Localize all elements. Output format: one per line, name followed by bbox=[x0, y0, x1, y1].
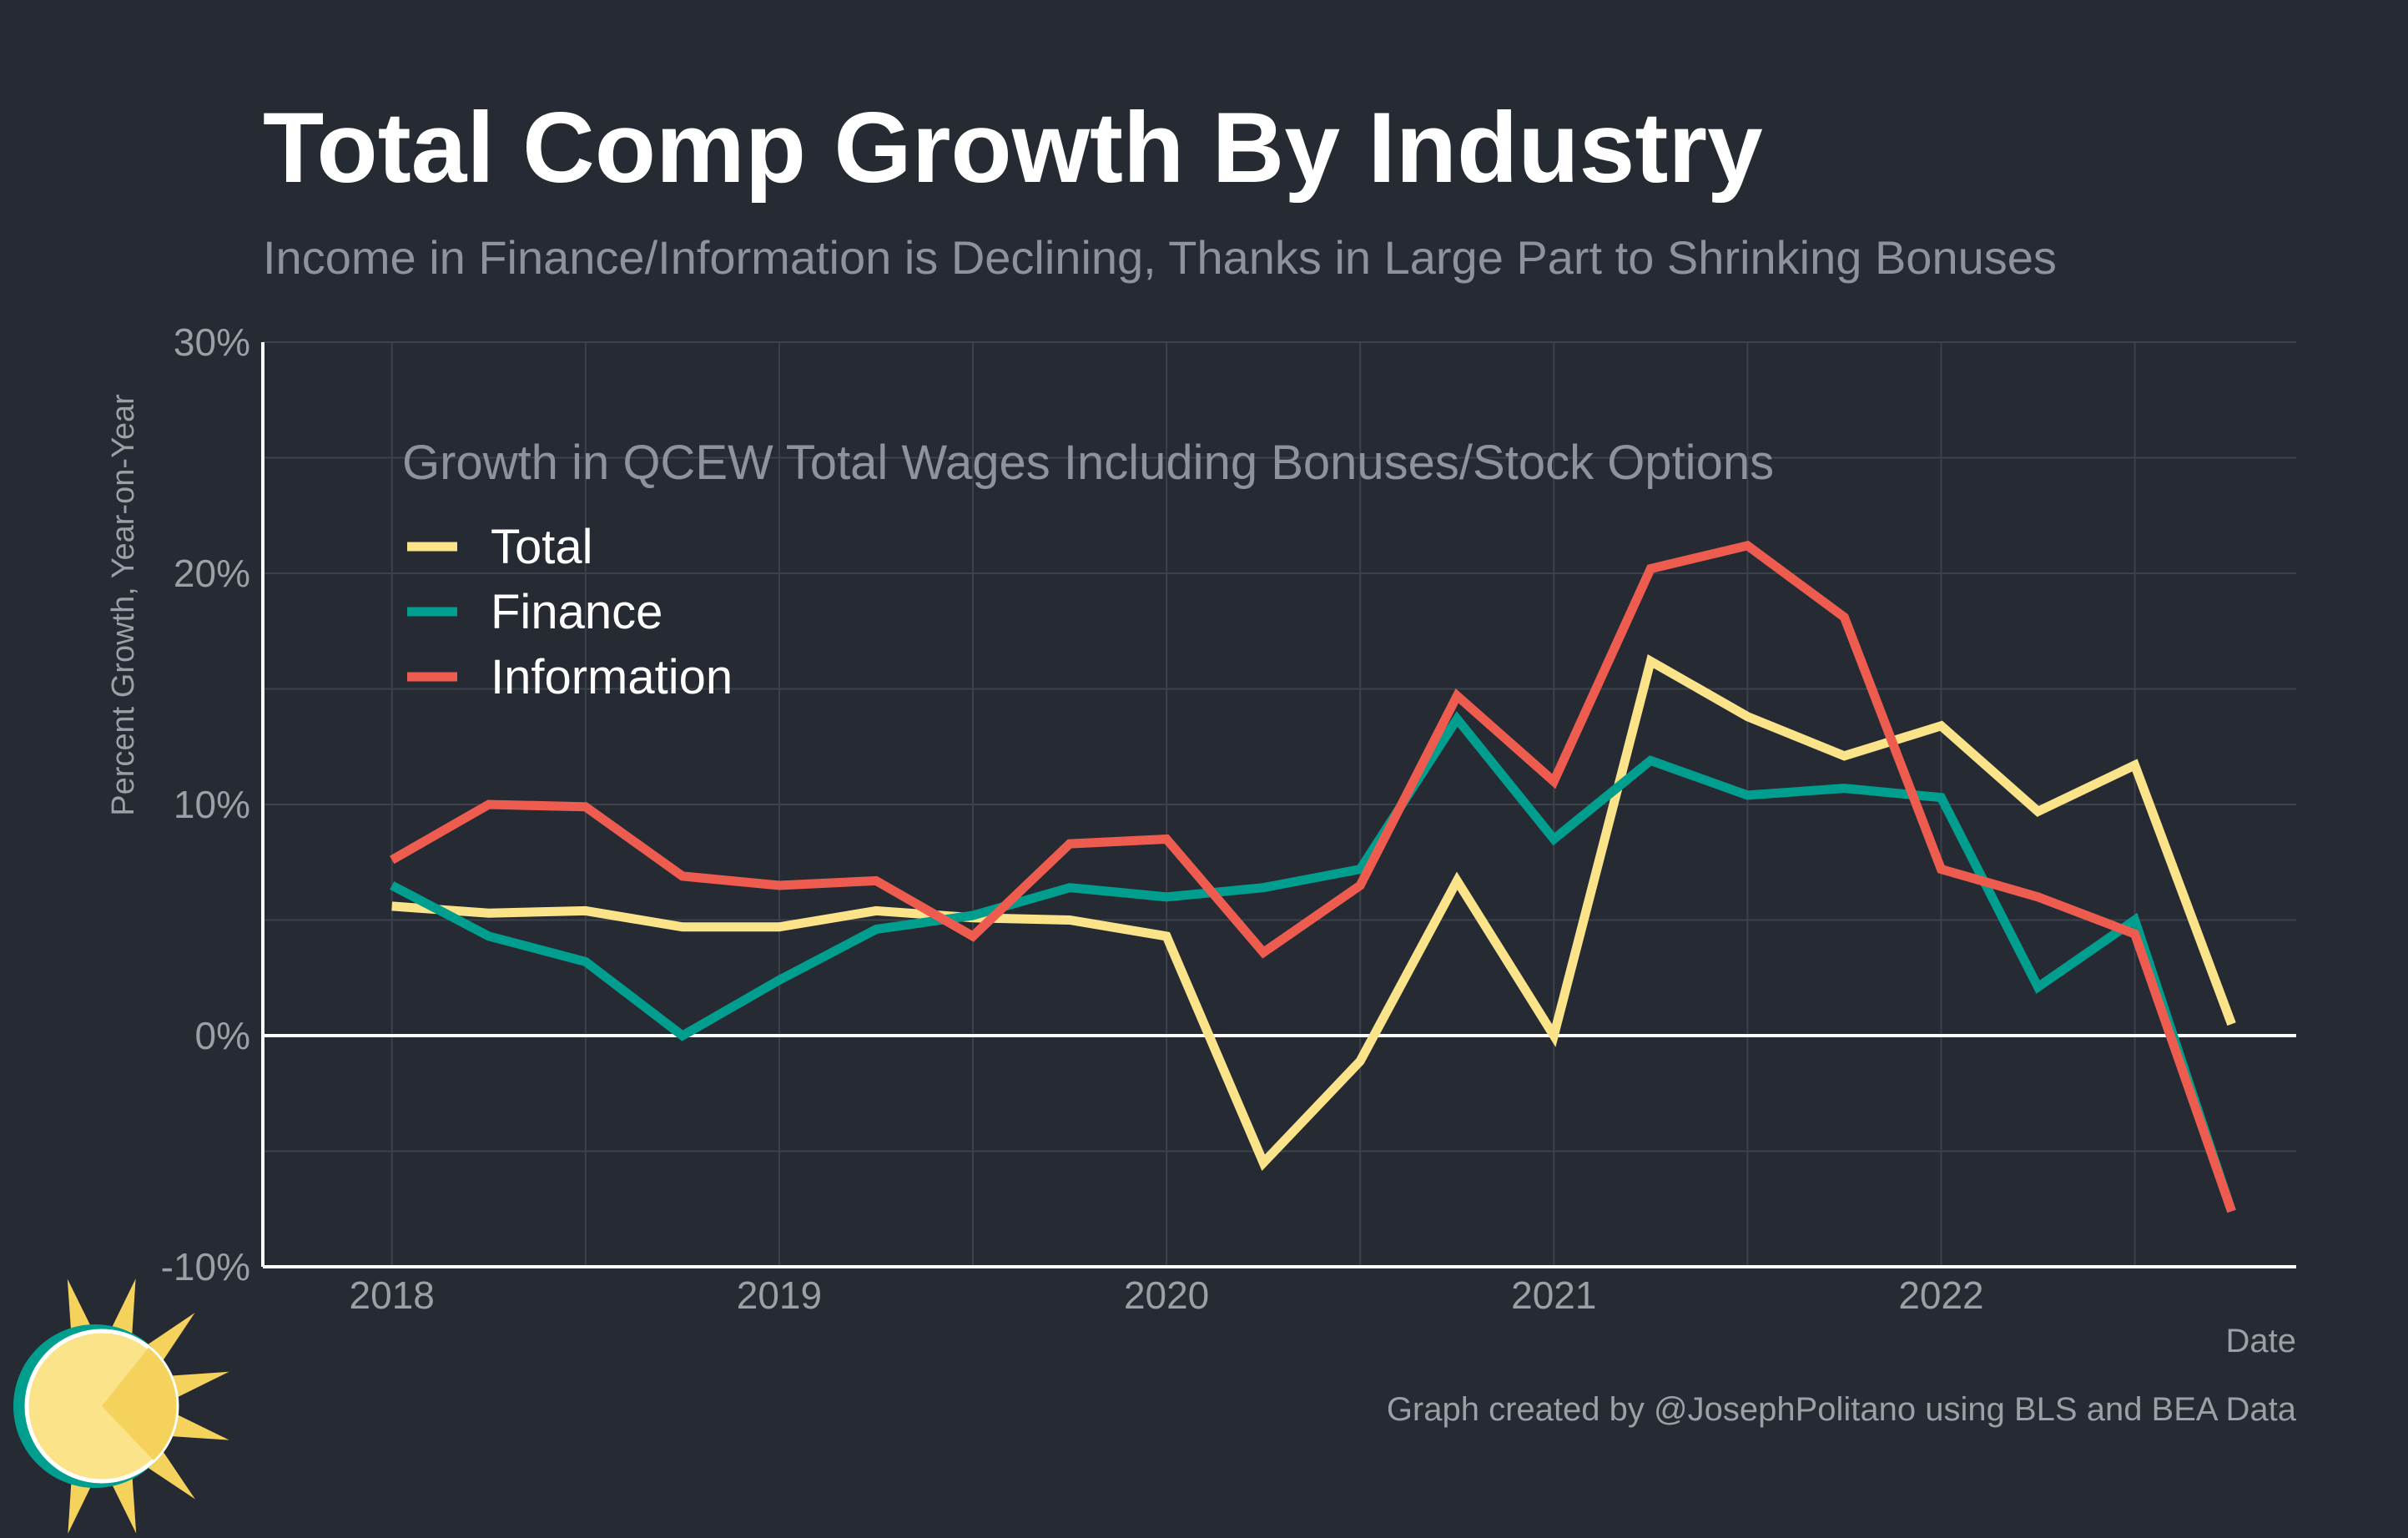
chart-title: Total Comp Growth By Industry bbox=[263, 92, 1763, 204]
x-tick-label: 2018 bbox=[350, 1273, 435, 1317]
y-axis-ticks: -10% 0% 10% 20% 30% bbox=[161, 320, 250, 1288]
legend: Total Finance Information bbox=[407, 520, 733, 704]
sun-ray bbox=[169, 1371, 229, 1399]
x-tick-label: 2019 bbox=[737, 1273, 822, 1317]
axes bbox=[261, 342, 2296, 1268]
sun-logo-icon bbox=[13, 1278, 229, 1534]
sun-ray bbox=[144, 1449, 195, 1500]
sun-ray bbox=[169, 1413, 229, 1440]
sun-ray bbox=[144, 1313, 195, 1364]
x-axis-ticks: 2018 2019 2020 2021 2022 bbox=[350, 1273, 1984, 1317]
sun-ray bbox=[109, 1473, 137, 1534]
x-tick-label: 2020 bbox=[1124, 1273, 1209, 1317]
y-axis-label: Percent Growth, Year-on-Year bbox=[106, 394, 141, 816]
credit-text: Graph created by @JosephPolitano using B… bbox=[1387, 1391, 2297, 1428]
series-line-total bbox=[391, 653, 2236, 1172]
series-line-information bbox=[389, 540, 2236, 1213]
x-axis-label: Date bbox=[2226, 1323, 2297, 1359]
legend-label-total: Total bbox=[491, 520, 593, 574]
x-tick-label: 2022 bbox=[1898, 1273, 1983, 1317]
y-tick-label: 10% bbox=[174, 783, 250, 826]
y-tick-label: 30% bbox=[174, 320, 250, 364]
series bbox=[389, 540, 2236, 1213]
legend-label-finance: Finance bbox=[491, 585, 662, 639]
legend-label-information: Information bbox=[491, 650, 733, 704]
x-tick-label: 2021 bbox=[1511, 1273, 1596, 1317]
chart-subtitle: Income in Finance/Information is Declini… bbox=[263, 231, 2057, 284]
sun-ray bbox=[68, 1473, 95, 1534]
y-tick-label: 20% bbox=[174, 552, 250, 595]
y-tick-label: -10% bbox=[161, 1245, 250, 1288]
legend-title: Growth in QCEW Total Wages Including Bon… bbox=[402, 436, 1774, 490]
series-line-finance bbox=[390, 711, 2236, 1213]
sun-ray bbox=[67, 1278, 94, 1339]
y-tick-label: 0% bbox=[195, 1014, 250, 1057]
sun-ray bbox=[108, 1278, 136, 1339]
